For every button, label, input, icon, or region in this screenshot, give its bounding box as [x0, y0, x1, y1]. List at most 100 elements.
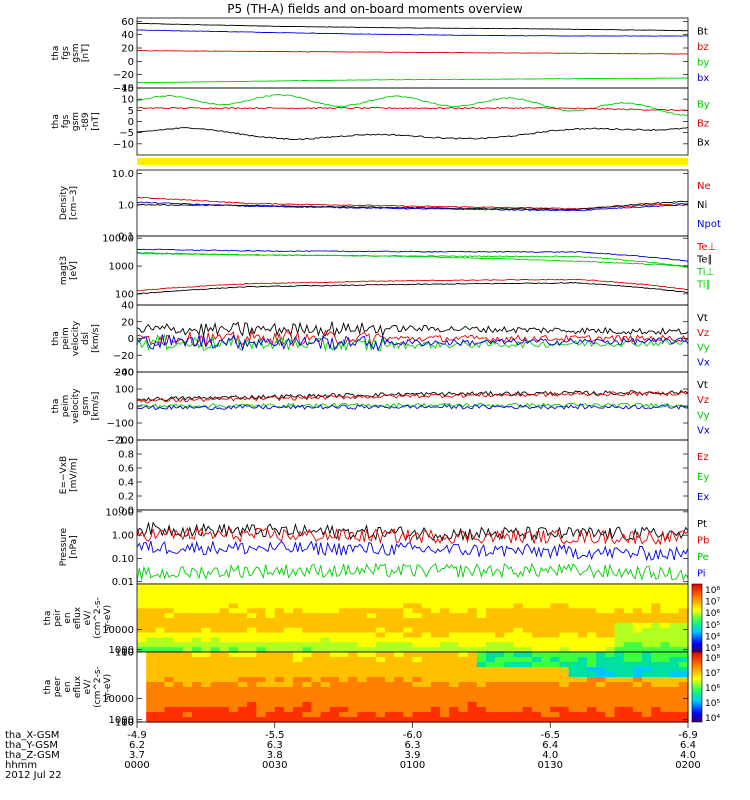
spectrogram-cell [458, 608, 469, 614]
spectrogram-cell [293, 608, 303, 614]
spectrogram-cell [329, 622, 340, 629]
spectrogram-cell [283, 584, 294, 590]
spectrogram-cell [182, 712, 193, 718]
spectrogram-cell [421, 717, 432, 723]
spectrogram-cell [678, 613, 689, 619]
legend-Vx: Vx [697, 425, 710, 436]
spectrogram-cell [155, 717, 166, 723]
spectrogram-cell [164, 608, 175, 614]
spectrogram-cell [476, 588, 487, 595]
spectrogram-cell [623, 593, 634, 600]
spectrogram-cell [605, 593, 616, 600]
y-tick-label: 1000 [109, 645, 134, 656]
spectrogram-cell [596, 667, 606, 673]
spectrogram-cell [201, 717, 212, 723]
spectrogram-cell [669, 632, 680, 639]
spectrogram-cell [182, 682, 193, 688]
spectrogram-cell [495, 672, 505, 678]
spectrogram-cell [476, 598, 487, 605]
spectrogram-cell [577, 662, 588, 668]
spectrogram-cell [137, 637, 147, 643]
x-row-label: tha_Z-GSM [5, 750, 60, 761]
spectrogram-cell [201, 632, 212, 639]
spectrogram-cell [394, 632, 404, 639]
spectrogram-cell [394, 593, 404, 600]
y-axis-label: tha [51, 46, 61, 61]
y-tick-label: 0.01 [112, 577, 134, 588]
spectrogram-cell [357, 697, 368, 703]
spectrogram-cell [568, 707, 579, 713]
spectrogram-cell [348, 712, 358, 718]
spectrogram-cell [522, 682, 533, 688]
spectrogram-cell [182, 672, 193, 678]
spectrogram-cell [678, 593, 689, 600]
spectrogram-cell [210, 637, 221, 643]
spectrogram-cell [522, 662, 533, 668]
spectrogram-cell [274, 707, 285, 713]
spectrogram-cell [155, 642, 166, 648]
spectrogram-cell [357, 608, 368, 614]
spectrogram-cell [678, 642, 689, 648]
spectrogram-cell [394, 687, 404, 693]
spectrogram-cell [467, 697, 478, 703]
spectrogram-cell [495, 608, 505, 614]
spectrogram-cell [394, 657, 404, 663]
spectrogram-cell [504, 687, 515, 693]
spectrogram-cell [421, 618, 432, 624]
spectrogram-cell [669, 692, 680, 698]
spectrogram-cell [265, 588, 276, 595]
spectrogram-cell [375, 608, 386, 614]
spectrogram-cell [568, 717, 579, 723]
spectrogram-cell [375, 707, 386, 713]
colorbar-peer_spectrogram [691, 651, 703, 723]
spectrogram-cell [485, 627, 496, 634]
spectrogram-cell [550, 717, 561, 723]
spectrogram-cell [449, 692, 460, 698]
spectrogram-cell [210, 584, 221, 590]
spectrogram-cell [375, 712, 386, 718]
spectrogram-cell [348, 603, 358, 609]
spectrogram-cell [238, 627, 248, 634]
spectrogram-cell [623, 717, 634, 723]
legend-Bz: Bz [697, 118, 709, 129]
spectrogram-cell [632, 627, 643, 634]
time-label: 0030 [262, 760, 287, 771]
spectrogram-cell [283, 712, 294, 718]
spectrogram-cell [283, 667, 294, 673]
spectrogram-cell [541, 603, 551, 609]
spectrogram-cell [531, 588, 542, 595]
spectrogram-cell [384, 603, 395, 609]
spectrogram-cell [228, 584, 239, 590]
spectrogram-cell [568, 672, 579, 678]
spectrogram-cell [614, 584, 625, 590]
spectrogram-cell [504, 608, 515, 614]
spectrogram-cell [320, 667, 331, 673]
spectrogram-cell [678, 622, 689, 629]
spectrogram-cell [541, 692, 551, 698]
y-axis-label: tha [43, 680, 53, 695]
spectrogram-cell [339, 603, 349, 609]
spectrogram-cell [651, 622, 662, 629]
spectrogram-cell [541, 642, 551, 648]
series-line-Vx_temp [136, 248, 689, 262]
spectrogram-cell [311, 667, 322, 673]
spectrogram-cell [201, 682, 212, 688]
spectrogram-cell [182, 588, 193, 595]
spectrogram-cell [403, 677, 414, 683]
spectrogram-cell [228, 687, 239, 693]
spectrogram-cell [247, 682, 257, 688]
spectrogram-cell [577, 588, 588, 595]
spectrogram-cell [504, 622, 515, 629]
colorbar-label: 10⁸ [705, 586, 720, 596]
spectrogram-cell [504, 657, 515, 663]
spectrogram-cell [219, 642, 230, 648]
spectrogram-cell [384, 652, 395, 658]
spectrogram-cell [357, 657, 368, 663]
spectrogram-cell [485, 692, 496, 698]
spectrogram-cell [669, 622, 680, 629]
spectrogram-cell [357, 702, 368, 708]
spectrogram-cell [403, 712, 414, 718]
spectrogram-cell [339, 652, 349, 658]
spectrogram-cell [485, 712, 496, 718]
